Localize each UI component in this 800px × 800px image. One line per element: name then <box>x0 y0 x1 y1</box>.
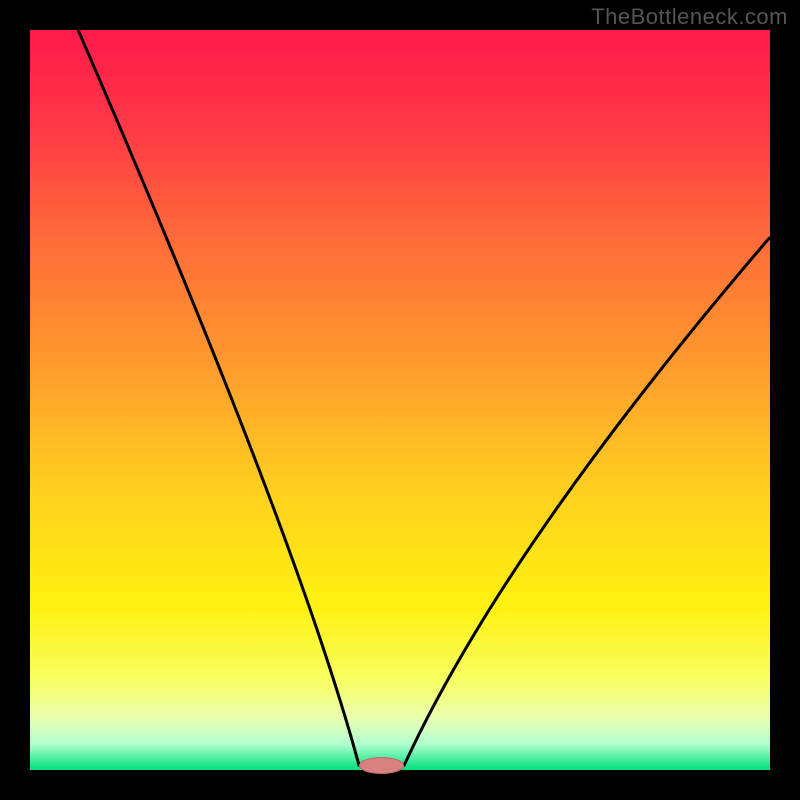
watermark-text: TheBottleneck.com <box>591 4 788 30</box>
bottleneck-chart <box>0 0 800 800</box>
plot-background <box>30 30 770 770</box>
stage: TheBottleneck.com <box>0 0 800 800</box>
bottleneck-marker <box>360 758 404 774</box>
